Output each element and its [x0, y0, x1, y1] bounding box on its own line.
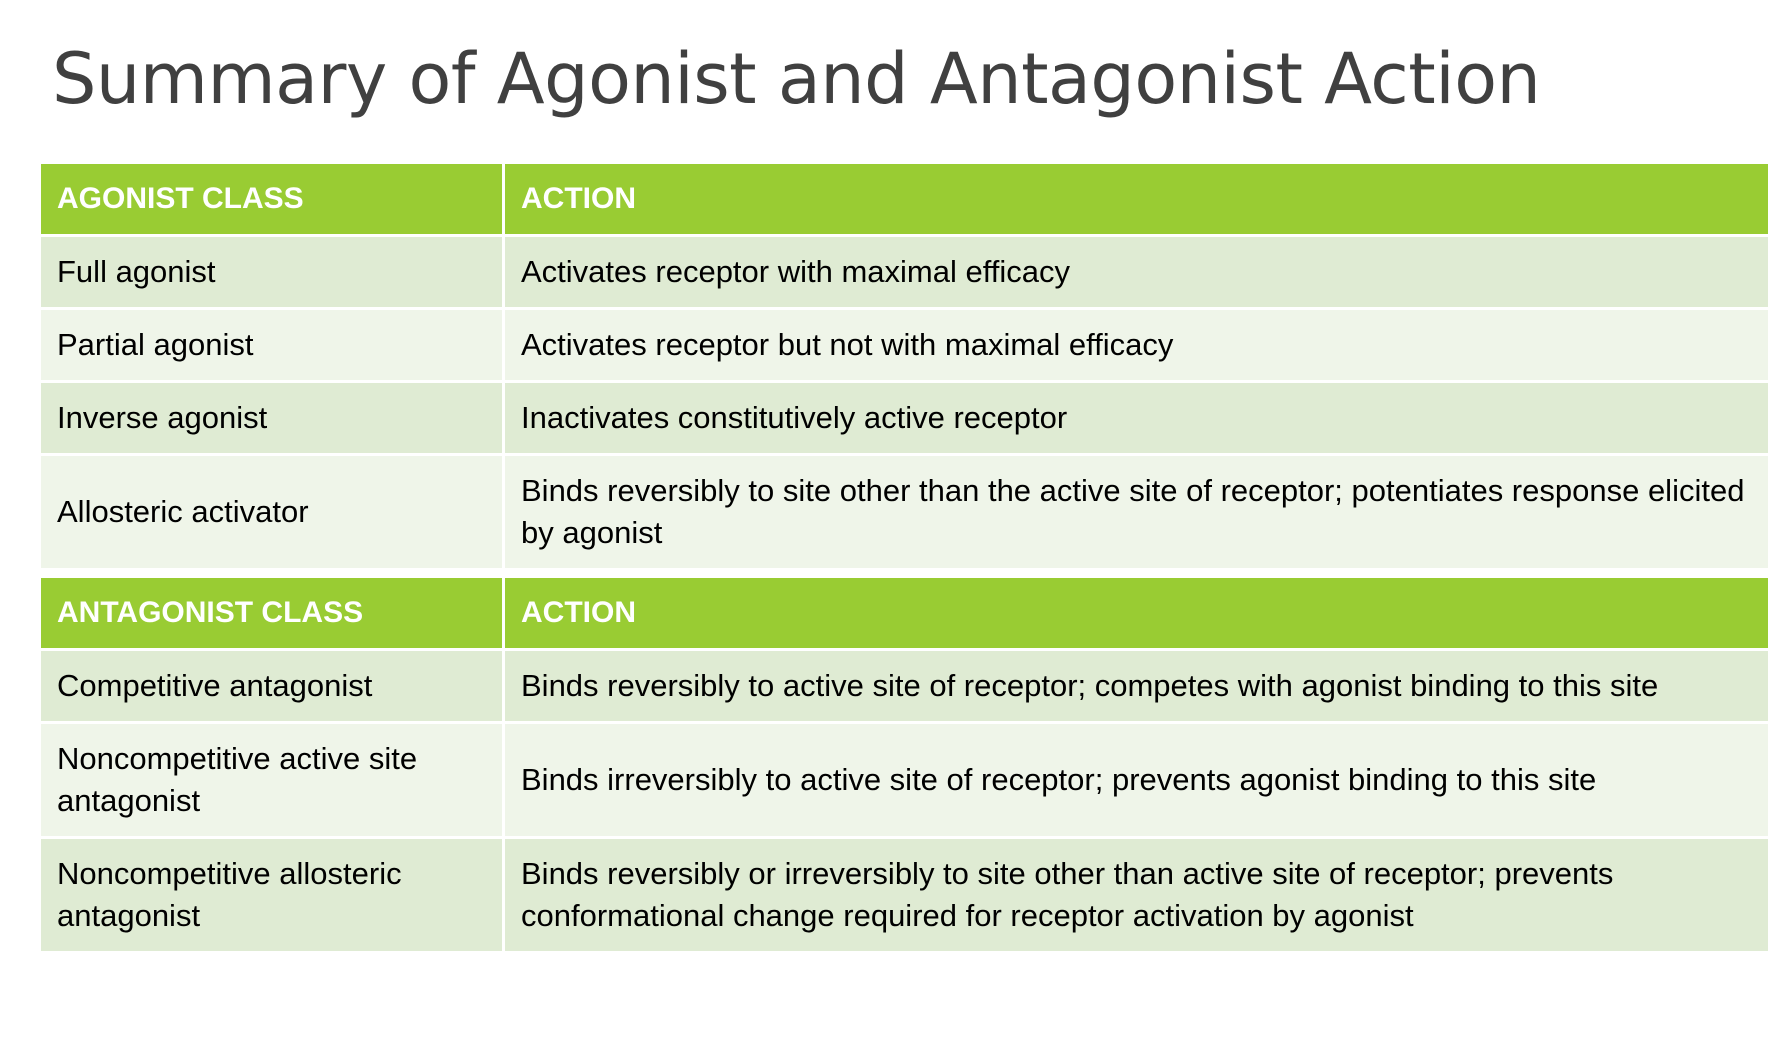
agonist-header-row: AGONIST CLASS ACTION [38, 161, 1770, 237]
table-row: Full agonist Activates receptor with max… [38, 234, 1770, 310]
antagonist-action-cell: Binds reversibly or irreversibly to site… [502, 836, 1770, 954]
table-row: Noncompetitive active site antagonist Bi… [38, 721, 1770, 839]
antagonist-class-header: ANTAGONIST CLASS [38, 568, 505, 651]
agonist-class-cell: Allosteric activator [38, 453, 505, 575]
table-row: Inverse agonist Inactivates constitutive… [38, 380, 1770, 456]
agonist-class-cell: Inverse agonist [38, 380, 505, 456]
agonist-action-cell: Inactivates constitutively active recept… [502, 380, 1770, 456]
page-title: Summary of Agonist and Antagonist Action [52, 38, 1541, 120]
agonist-action-cell: Activates receptor but not with maximal … [502, 307, 1770, 383]
table-row: Allosteric activator Binds reversibly to… [38, 453, 1770, 575]
agonist-class-cell: Full agonist [38, 234, 505, 310]
antagonist-class-cell: Competitive antagonist [38, 648, 505, 724]
agonist-action-header: ACTION [502, 161, 1770, 237]
antagonist-action-cell: Binds reversibly to active site of recep… [502, 648, 1770, 724]
antagonist-class-cell: Noncompetitive allosteric antagonist [38, 836, 505, 954]
antagonist-header-row: ANTAGONIST CLASS ACTION [38, 568, 1770, 651]
table-row: Partial agonist Activates receptor but n… [38, 307, 1770, 383]
table-row: Noncompetitive allosteric antagonist Bin… [38, 836, 1770, 954]
agonist-action-cell: Activates receptor with maximal efficacy [502, 234, 1770, 310]
antagonist-class-cell: Noncompetitive active site antagonist [38, 721, 505, 839]
summary-table: AGONIST CLASS ACTION Full agonist Activa… [38, 161, 1770, 954]
agonist-class-cell: Partial agonist [38, 307, 505, 383]
table-row: Competitive antagonist Binds reversibly … [38, 648, 1770, 724]
antagonist-action-header: ACTION [502, 568, 1770, 651]
agonist-class-header: AGONIST CLASS [38, 161, 505, 237]
agonist-action-cell: Binds reversibly to site other than the … [502, 453, 1770, 575]
antagonist-action-cell: Binds irreversibly to active site of rec… [502, 721, 1770, 839]
